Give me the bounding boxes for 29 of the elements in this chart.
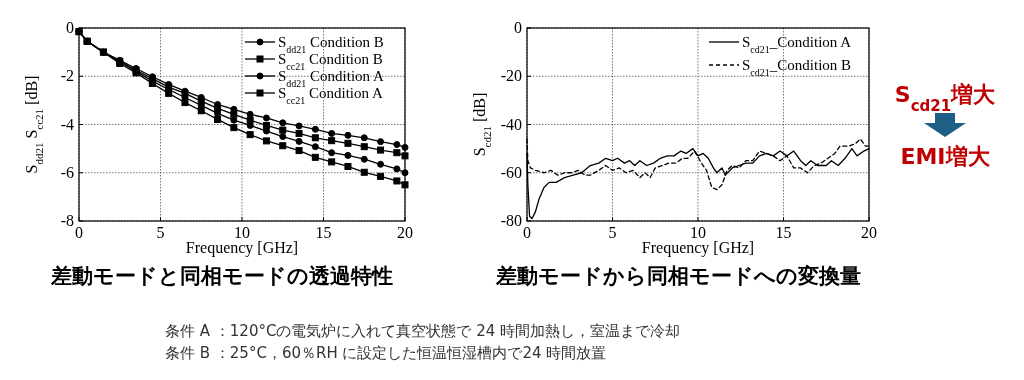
legend-label: S$_{dd21}$ Condition B [278,34,384,55]
y-tick-label: 0 [66,19,74,36]
y-tick-label: -8 [60,212,74,229]
y-tick-label: 0 [514,19,522,36]
y-tick-label: -4 [60,115,74,133]
x-axis-title: Frequency [GHz] [641,239,755,257]
x-tick-label: 15 [775,224,792,241]
y-tick-label: -80 [500,212,522,229]
x-axis-title: Frequency [GHz] [185,239,299,257]
x-tick-label: 10 [234,224,250,241]
y-tick-label: -6 [60,163,74,181]
text: EMI増大 [900,144,991,169]
y-tick-label: -60 [500,163,522,181]
text: 条件 A ：120°Cの電気炉に入れて真空状態で 24 時間加熱し，室温まで冷却 [165,322,681,340]
x-tick-label: 10 [690,224,706,241]
y-tick-label: -40 [500,115,522,133]
x-tick-label: 5 [156,224,165,241]
x-tick-label: 20 [861,224,877,241]
legend-label: S$_{cd21}$_Condition B [742,57,852,78]
y-tick-label: -20 [500,67,522,85]
text: 条件 B ：25°C，60％RH に設定した恒温恒湿槽内で24 時間放置 [165,344,607,362]
text: 差動モードから同相モードへの変換量 [494,264,861,288]
x-tick-label: 5 [608,224,617,241]
y-tick-label: -2 [60,67,74,85]
x-tick-label: 20 [397,224,413,241]
x-tick-label: 15 [315,224,332,241]
legend-label: S$_{cd21}$_Condition A [742,34,852,55]
text: S$_{cd21}$増大 [894,82,997,115]
text: 差動モードと同相モードの透過特性 [50,264,393,288]
